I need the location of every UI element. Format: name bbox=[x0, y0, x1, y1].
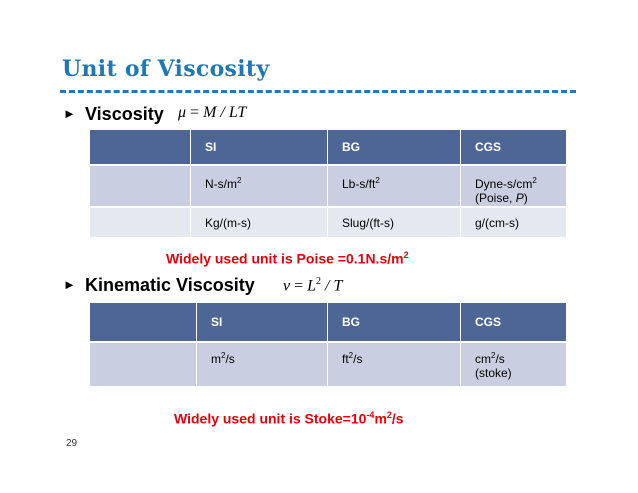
table1-cell-bg: Lb-s/ft2 bbox=[327, 164, 461, 207]
bullet-kinematic-viscosity: ► Kinematic Viscosity bbox=[63, 275, 255, 296]
kinematic-units-table: SI BG CGS m2/s ft2/s cm2/s (stoke) bbox=[90, 303, 566, 386]
table2-cell-si: m2/s bbox=[196, 341, 328, 386]
bullet-viscosity-label: Viscosity bbox=[85, 104, 164, 124]
table2-header-cgs: CGS bbox=[460, 303, 566, 342]
bullet-arrow-icon: ► bbox=[63, 106, 76, 121]
table1-header-bg: BG bbox=[327, 130, 461, 165]
table1-cell-bg: Slug/(ft-s) bbox=[327, 206, 461, 237]
title-divider bbox=[60, 90, 576, 93]
table2-blank-header bbox=[90, 303, 197, 342]
table-row: N-s/m2 Lb-s/ft2 Dyne-s/cm2 (Poise, P) bbox=[90, 164, 566, 207]
kinematic-formula: ν = L2 / T bbox=[283, 276, 343, 295]
formula-mu: μ bbox=[178, 104, 187, 121]
table-row: m2/s ft2/s cm2/s (stoke) bbox=[90, 341, 566, 386]
table1-header-cgs: CGS bbox=[460, 130, 566, 165]
viscosity-units-table: SI BG CGS N-s/m2 Lb-s/ft2 Dyne-s/cm2 (Poi… bbox=[90, 130, 566, 237]
formula-nu: ν bbox=[283, 277, 291, 295]
page-number: 29 bbox=[66, 438, 78, 449]
table2-header-bg: BG bbox=[327, 303, 461, 342]
table2-header-si: SI bbox=[196, 303, 328, 342]
table1-header-si: SI bbox=[190, 130, 328, 165]
bullet-arrow-icon: ► bbox=[63, 277, 76, 292]
table1-cell-si: N-s/m2 bbox=[190, 164, 328, 207]
table1-blank-header bbox=[90, 130, 191, 165]
table2-cell-bg: ft2/s bbox=[327, 341, 461, 386]
table1-cell-cgs: g/(cm-s) bbox=[460, 206, 566, 237]
table-row: Kg/(m-s) Slug/(ft-s) g/(cm-s) bbox=[90, 206, 566, 237]
slide-title: Unit of Viscosity bbox=[62, 56, 270, 82]
bullet-viscosity: ► Viscosity bbox=[63, 104, 164, 125]
table2-cell-cgs: cm2/s (stoke) bbox=[460, 341, 566, 386]
formula-rhs: M / LT bbox=[203, 104, 247, 121]
table1-cell-cgs: Dyne-s/cm2 (Poise, P) bbox=[460, 164, 566, 207]
poise-note: Widely used unit is Poise =0.1N.s/m2 bbox=[166, 250, 409, 267]
stoke-note: Widely used unit is Stoke=10-4m2/s bbox=[174, 410, 404, 427]
viscosity-formula: μ = M / LT bbox=[178, 104, 247, 121]
bullet-kinematic-label: Kinematic Viscosity bbox=[85, 275, 255, 295]
table1-cell-si: Kg/(m-s) bbox=[190, 206, 328, 237]
